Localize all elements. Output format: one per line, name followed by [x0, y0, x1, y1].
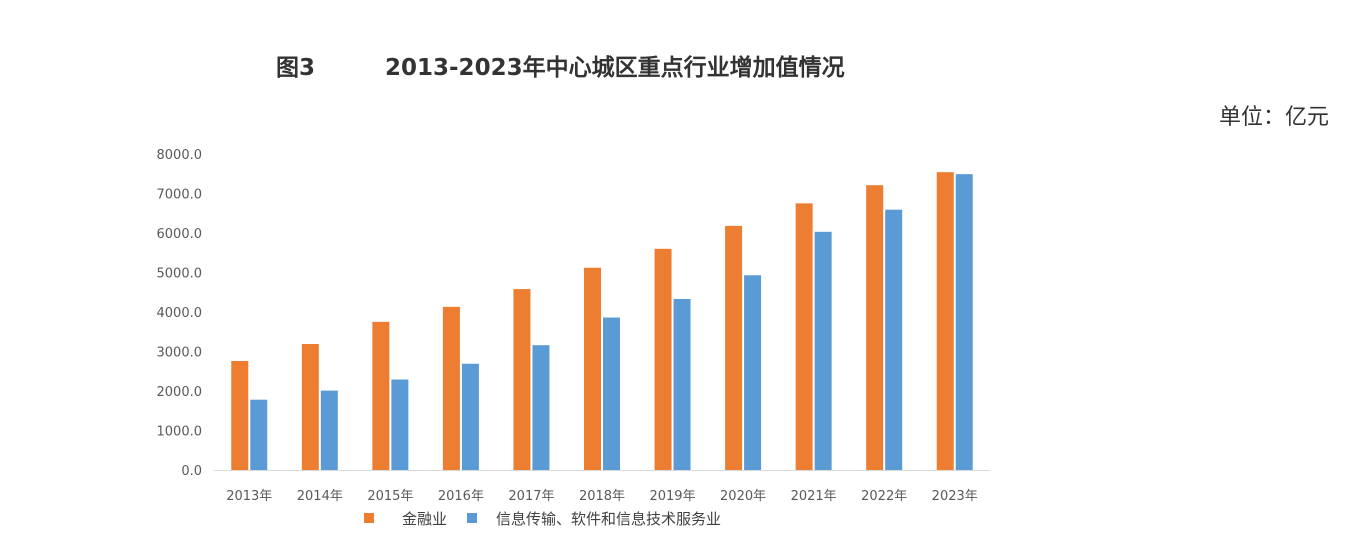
y-tick-label: 6000.0 — [157, 227, 203, 242]
x-tick-label: 2018年 — [579, 489, 625, 504]
bar-finance-2015年 — [372, 321, 390, 470]
x-tick-label: 2021年 — [791, 489, 837, 504]
bar-it-2013年 — [250, 399, 268, 470]
x-tick-label: 2015年 — [367, 489, 413, 504]
y-tick-label: 2000.0 — [157, 385, 203, 400]
bars — [231, 172, 973, 471]
x-tick-label: 2019年 — [649, 489, 695, 504]
y-axis-ticks: 0.0 1000.0 2000.0 3000.0 4000.0 5000.0 6000.0 7… — [157, 148, 203, 479]
y-tick-label: 5000.0 — [157, 267, 203, 282]
bar-finance-2017年 — [513, 289, 531, 470]
bar-it-2017年 — [532, 345, 550, 470]
bar-finance-2020年 — [725, 225, 743, 470]
bar-finance-2016年 — [442, 306, 460, 470]
bar-it-2016年 — [461, 363, 479, 470]
bar-it-2022年 — [885, 209, 903, 470]
figure-label: 图3 — [276, 55, 316, 81]
legend-swatch-it — [467, 513, 477, 523]
y-tick-label: 0.0 — [181, 464, 202, 479]
x-tick-label: 2023年 — [932, 489, 978, 504]
x-tick-label: 2022年 — [861, 489, 907, 504]
bar-it-2015年 — [391, 379, 409, 470]
x-tick-label: 2014年 — [297, 489, 343, 504]
y-tick-label: 1000.0 — [157, 425, 203, 440]
bar-it-2019年 — [673, 298, 691, 470]
x-tick-label: 2017年 — [508, 489, 554, 504]
bar-it-2023年 — [955, 174, 973, 470]
legend-swatch-finance — [364, 513, 374, 523]
x-axis-ticks: 2013年 2014年 2015年 2016年 2017年 2018年 2019年 2020年… — [226, 489, 978, 504]
bar-finance-2019年 — [654, 248, 672, 470]
y-tick-label: 8000.0 — [157, 148, 203, 163]
bar-finance-2013年 — [231, 360, 249, 470]
bar-finance-2021年 — [795, 203, 813, 470]
legend-label-finance: 金融业 — [402, 510, 447, 528]
bar-it-2020年 — [744, 275, 762, 470]
unit-label: 单位：亿元 — [1218, 105, 1329, 130]
bar-it-2021年 — [814, 231, 832, 470]
bar-it-2014年 — [320, 390, 338, 470]
y-tick-label: 7000.0 — [157, 188, 203, 203]
y-tick-label: 4000.0 — [157, 306, 203, 321]
x-tick-label: 2020年 — [720, 489, 766, 504]
bar-finance-2014年 — [301, 343, 319, 470]
legend-label-it: 信息传输、软件和信息技术服务业 — [496, 510, 721, 528]
bar-finance-2018年 — [584, 267, 601, 470]
bar-it-2018年 — [603, 317, 620, 470]
y-tick-label: 3000.0 — [157, 346, 203, 361]
bar-finance-2023年 — [936, 172, 954, 471]
legend: 金融业 信息传输、软件和信息技术服务业 — [364, 510, 721, 528]
bar-finance-2022年 — [866, 185, 884, 470]
x-tick-label: 2013年 — [226, 489, 272, 504]
chart-title: 2013-2023年中心城区重点行业增加值情况 — [385, 55, 845, 81]
x-tick-label: 2016年 — [438, 489, 484, 504]
